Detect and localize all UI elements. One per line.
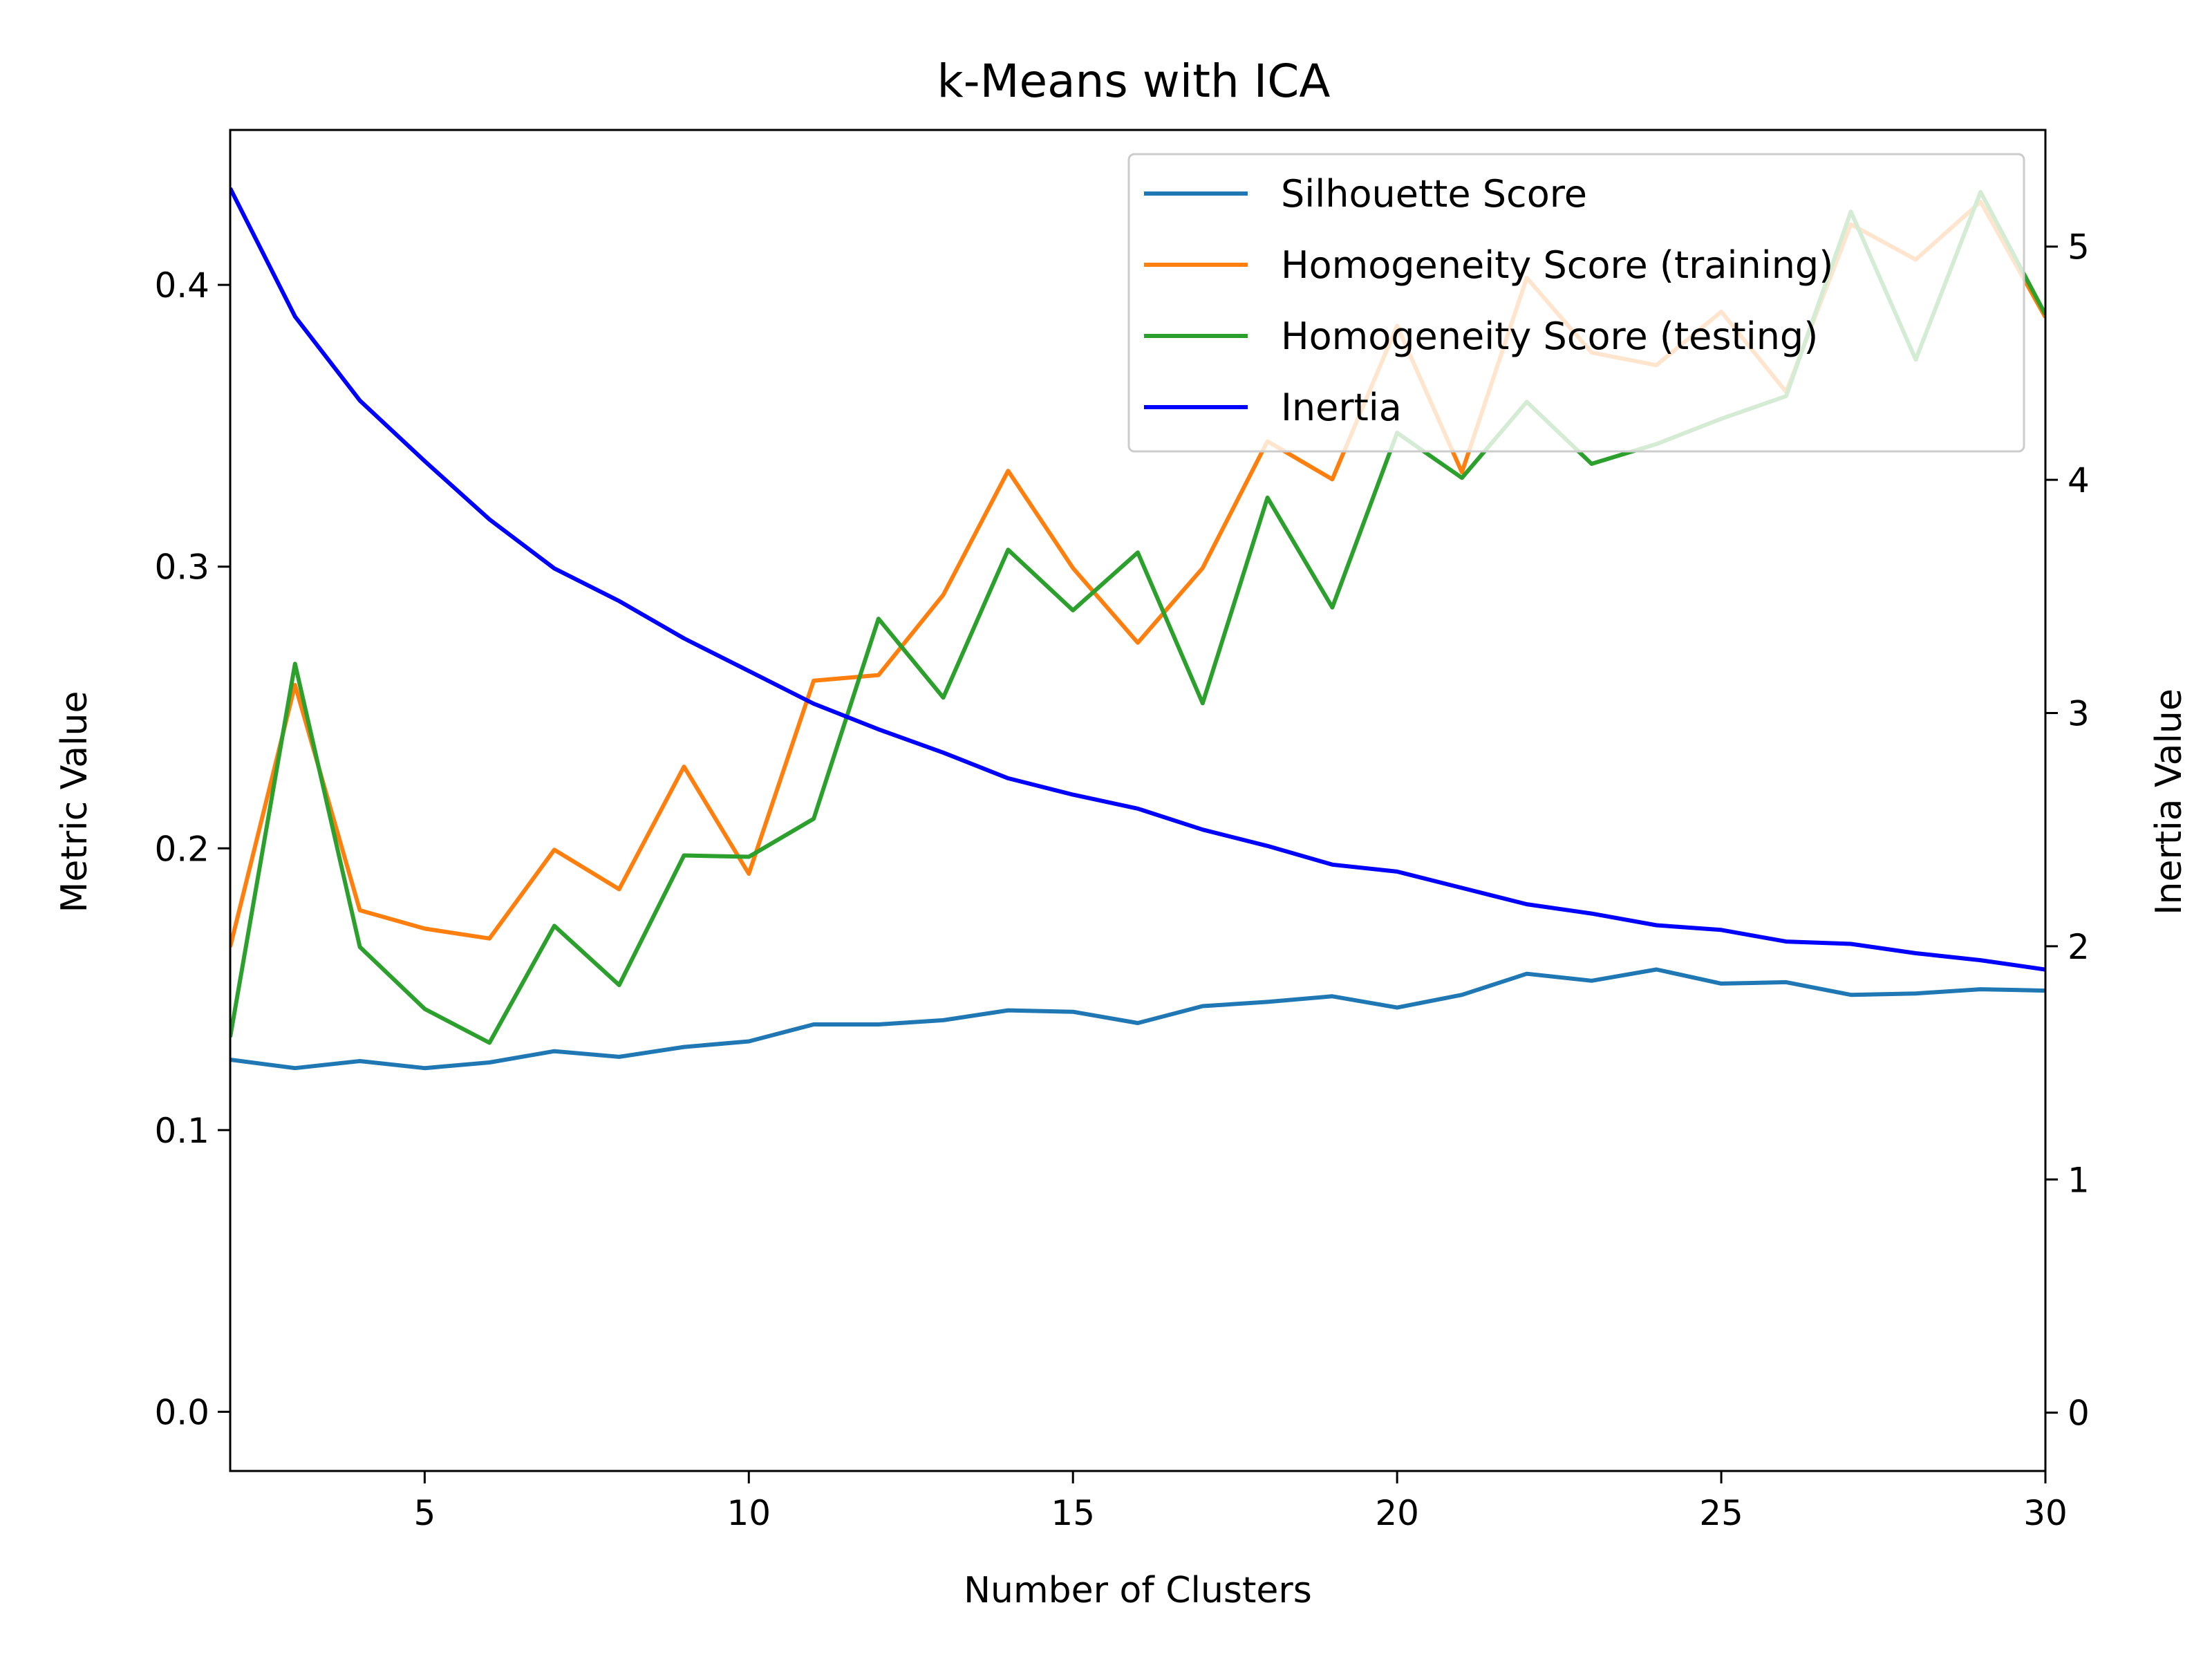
plot-frame [229,129,2047,1472]
y2-tick-label-1: 1 [2068,1160,2090,1200]
legend-label-2: Homogeneity Score (testing) [1281,315,1818,358]
y2-tick-label-4: 4 [2068,460,2090,500]
chart-title: k-Means with ICA [937,55,1331,108]
y2-tick-label-0: 0 [2068,1394,2090,1434]
x-tick-label-0: 5 [413,1493,435,1533]
axes [229,129,2047,1472]
x-tick-label-2: 15 [1051,1493,1095,1533]
x-axis-label: Number of Clusters [964,1570,1312,1611]
legend-items: Silhouette Score Homogeneity Score (train… [1144,172,1833,429]
y-tick-label-1: 0.1 [154,1111,209,1151]
legend-label-0: Silhouette Score [1281,172,1587,216]
y-tick-label-2: 0.2 [154,829,209,869]
legend-box [1127,153,2025,453]
legend-label-1: Homogeneity Score (training) [1281,243,1833,287]
y-tick-label-3: 0.3 [154,547,209,588]
series-line-3 [230,187,2045,972]
y2-tick-label-3: 3 [2068,693,2090,733]
x-tick-label-5: 30 [2023,1493,2068,1533]
y-tick-label-4: 0.4 [154,265,209,306]
x-tick-label-3: 20 [1375,1493,1419,1533]
x-tick-label-4: 25 [1699,1493,1743,1533]
left-y-axis-ticks: 0.0 0.1 0.2 0.3 0.4 [154,265,230,1432]
x-tick-label-1: 10 [727,1493,771,1533]
x-axis-ticks: 5 10 15 20 25 30 [413,1471,2068,1533]
left-y-axis-label: Metric Value [54,691,95,913]
right-y-axis-label: Inertia Value [2148,688,2190,915]
legend: Silhouette Score Homogeneity Score (train… [1127,153,2025,453]
right-y-axis-ticks: 0 1 2 3 4 5 [2045,227,2090,1434]
y2-tick-label-5: 5 [2068,227,2090,268]
y2-tick-label-2: 2 [2068,927,2090,967]
legend-label-3: Inertia [1281,386,1402,429]
series-line-0 [230,967,2045,1071]
y-tick-label-0: 0.0 [154,1392,209,1432]
